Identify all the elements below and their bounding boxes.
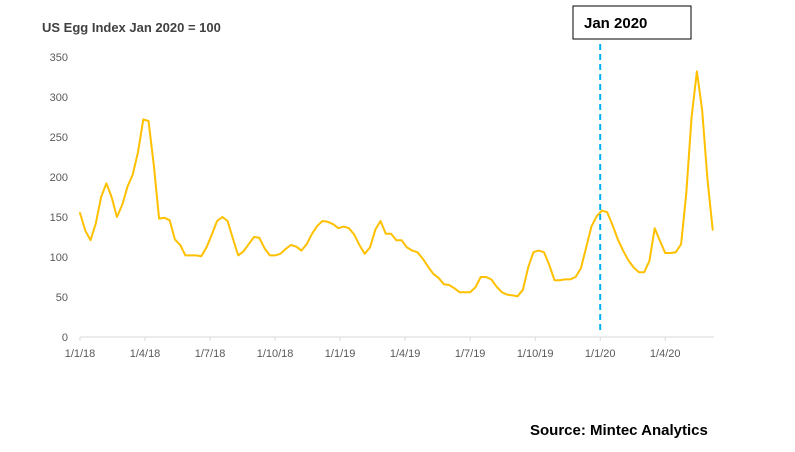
y-axis: 0 50 100 150 200 250 300 350 [50, 52, 68, 344]
y-tick-label: 150 [50, 212, 68, 224]
y-tick-label: 50 [56, 292, 68, 304]
callout-label: Jan 2020 [584, 15, 647, 32]
callout-box [572, 5, 692, 40]
x-tick-label: 1/7/18 [195, 348, 226, 360]
source-label: Source: Mintec Analytics [530, 422, 708, 439]
y-tick-label: 300 [50, 92, 68, 104]
x-tick-label: 1/1/18 [65, 348, 96, 360]
y-tick-label: 250 [50, 132, 68, 144]
x-tick-label: 1/7/19 [455, 348, 486, 360]
x-tick-label: 1/4/18 [130, 348, 161, 360]
y-tick-label: 0 [62, 332, 68, 344]
x-axis: 1/1/18 1/4/18 1/7/18 1/10/18 1/1/19 1/4/19 1/7… [65, 336, 714, 360]
y-tick-label: 100 [50, 252, 68, 264]
series-line-egg-index [79, 70, 714, 298]
x-tick-label: 1/1/19 [325, 348, 356, 360]
x-tick-label: 1/4/20 [650, 348, 681, 360]
x-tick-label: 1/10/18 [257, 348, 294, 360]
x-tick-label: 1/1/20 [585, 348, 616, 360]
x-tick-label: 1/4/19 [390, 348, 421, 360]
y-tick-label: 350 [50, 52, 68, 64]
chart-title: US Egg Index Jan 2020 = 100 [42, 20, 221, 35]
x-tick-label: 1/10/19 [517, 348, 554, 360]
jan-2020-callout: Jan 2020 [572, 5, 692, 40]
y-tick-label: 200 [50, 172, 68, 184]
